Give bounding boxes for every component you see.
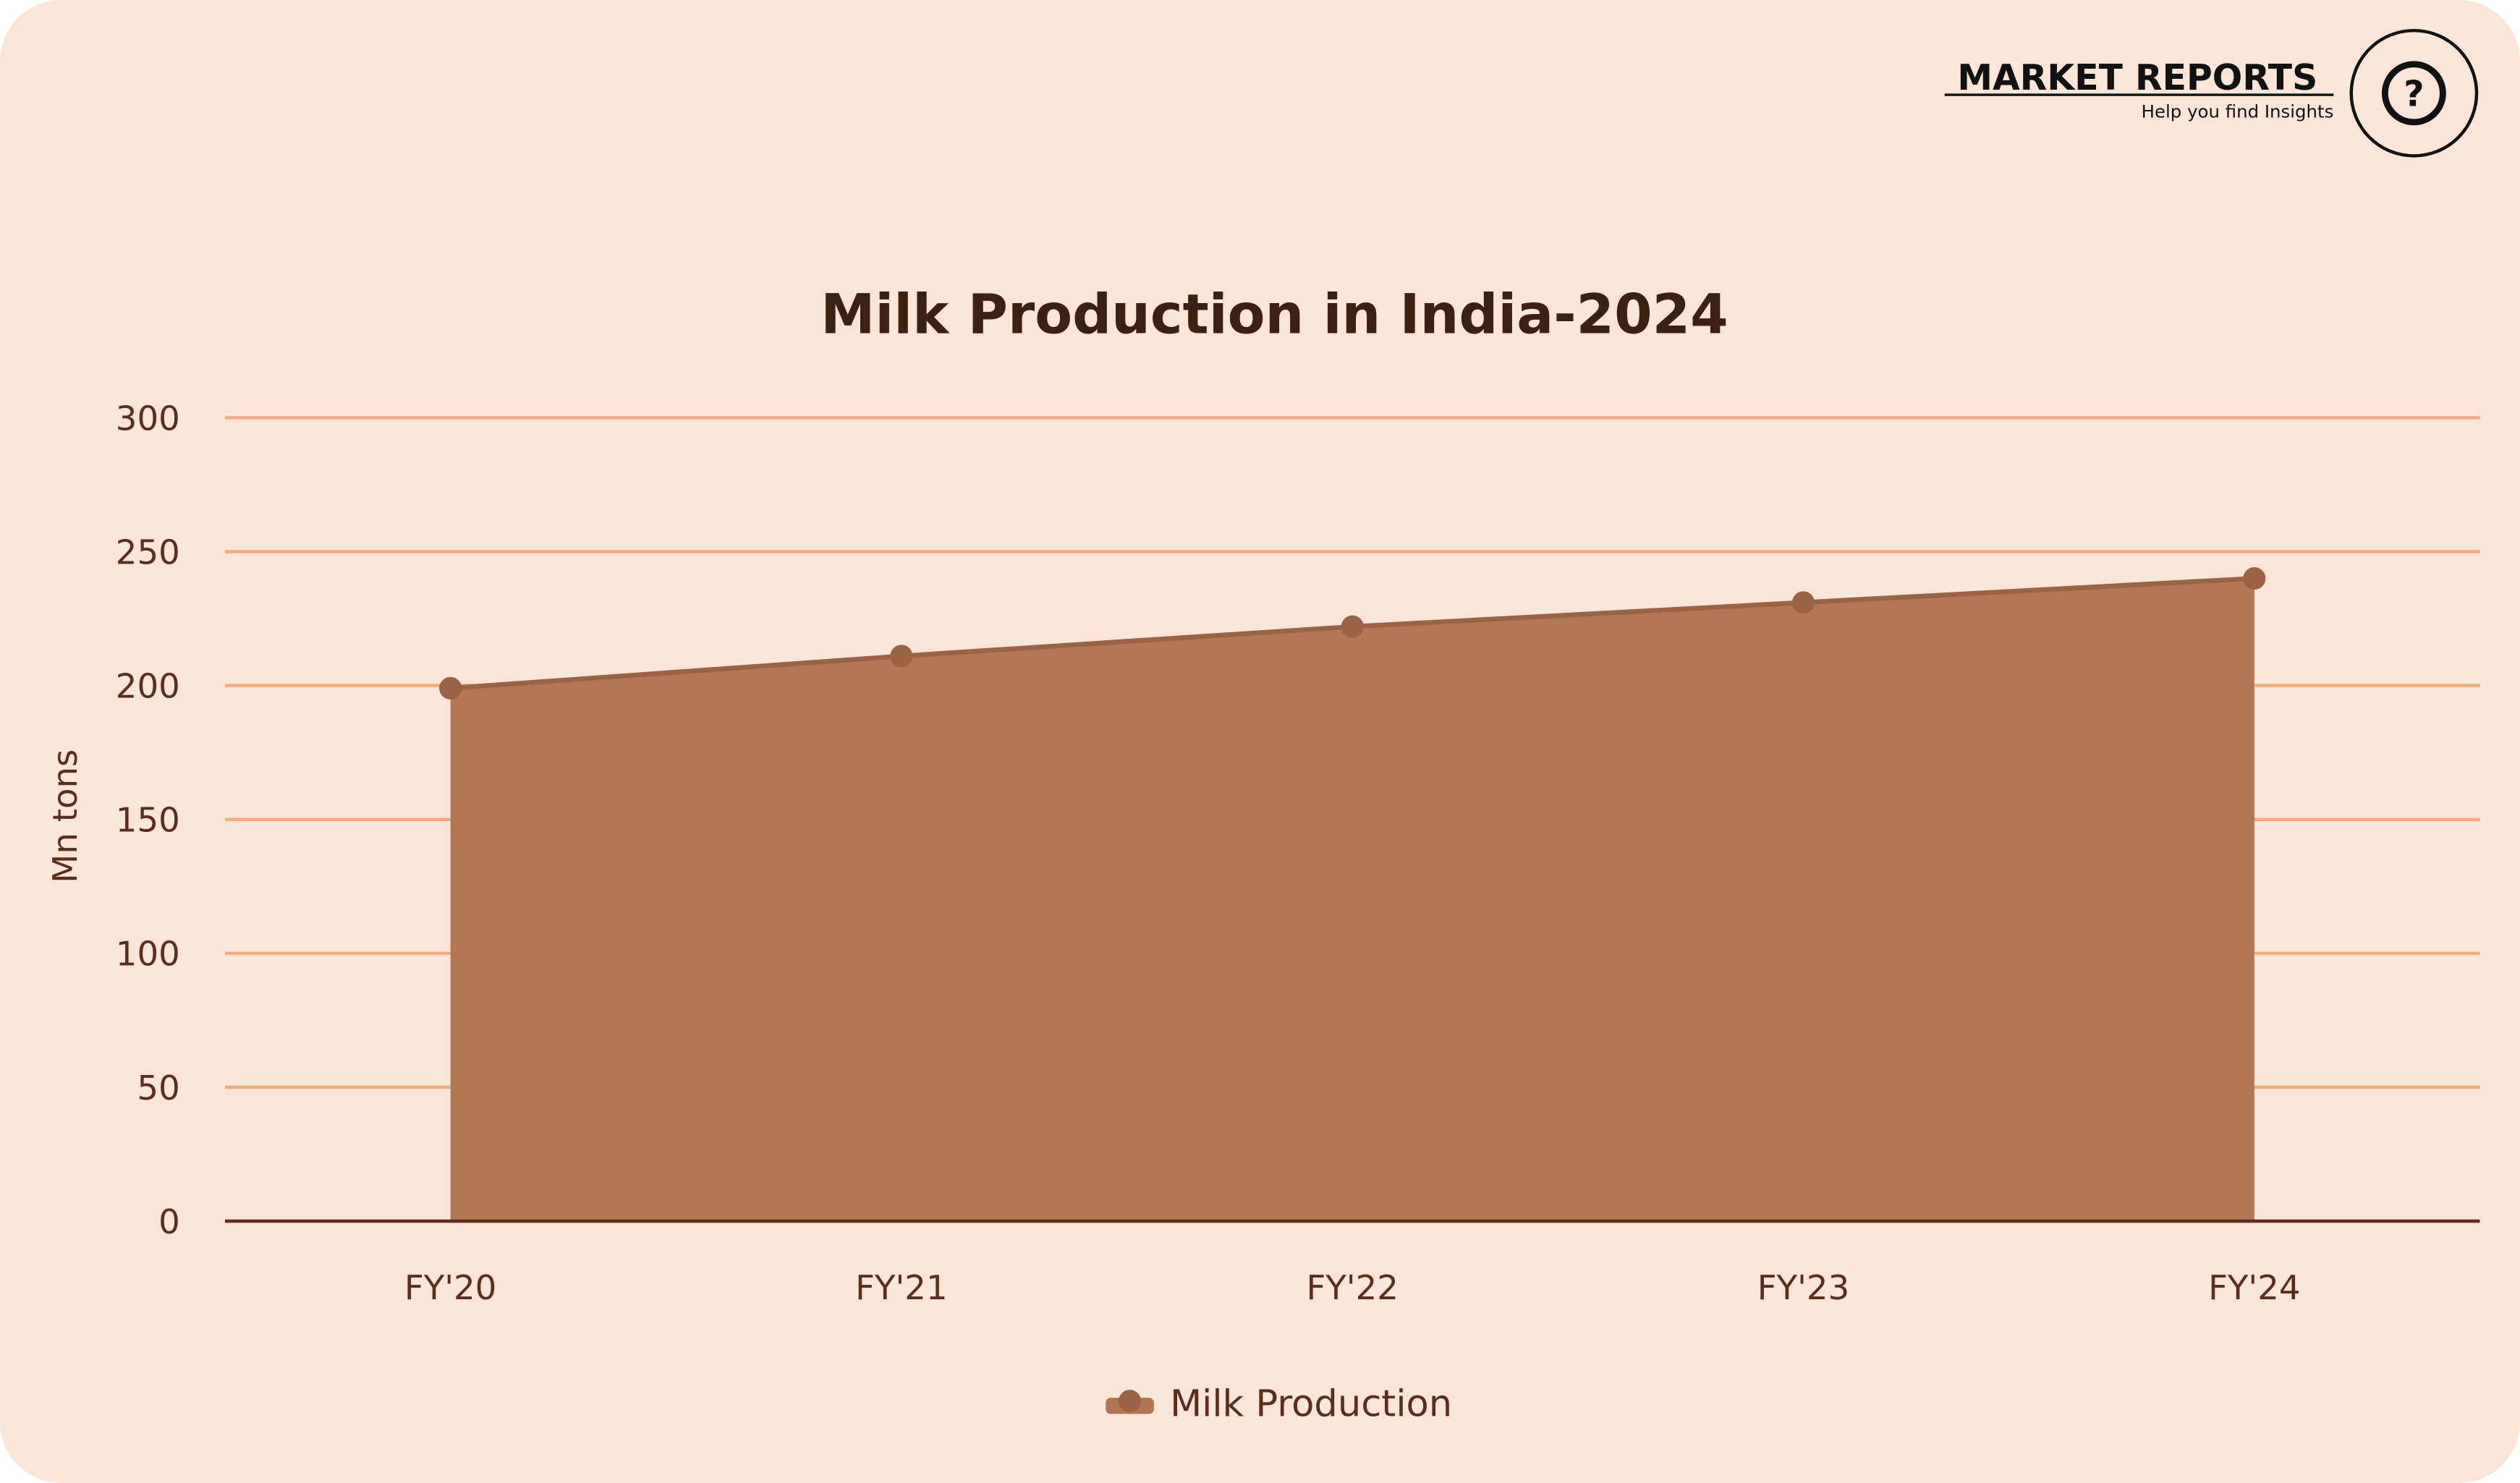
- logo-icon-ring: [2381, 61, 2446, 126]
- x-tick-label: FY'20: [404, 1268, 496, 1307]
- data-point: [2243, 567, 2266, 590]
- y-tick-label: 0: [158, 1202, 180, 1241]
- area-fill: [450, 578, 2254, 1221]
- chart-title: Milk Production in India-2024: [820, 282, 1728, 346]
- y-tick-label: 300: [116, 399, 180, 438]
- y-tick-label: 250: [116, 532, 180, 571]
- y-tick-label: 200: [116, 667, 180, 706]
- x-tick-label: FY'22: [1306, 1268, 1398, 1307]
- y-tick-label: 150: [116, 801, 180, 840]
- y-tick-label: 50: [137, 1068, 179, 1108]
- logo-tagline: Help you find Insights: [2142, 101, 2334, 122]
- x-tick-label: FY'23: [1757, 1268, 1849, 1307]
- logo-icon: ?: [2404, 73, 2424, 114]
- data-point: [1341, 615, 1364, 638]
- legend-label: Milk Production: [1170, 1382, 1452, 1425]
- data-point: [890, 645, 913, 668]
- data-point: [439, 676, 462, 700]
- x-tick-label: FY'24: [2208, 1268, 2300, 1307]
- y-tick-label: 100: [116, 935, 180, 974]
- x-tick-label: FY'21: [855, 1268, 947, 1307]
- data-point: [1791, 591, 1815, 614]
- logo-name: MARKET REPORTS: [1957, 57, 2317, 98]
- legend-marker: [1119, 1390, 1142, 1413]
- y-axis-label: Mn tons: [46, 749, 85, 883]
- logo-ring: [2349, 28, 2479, 158]
